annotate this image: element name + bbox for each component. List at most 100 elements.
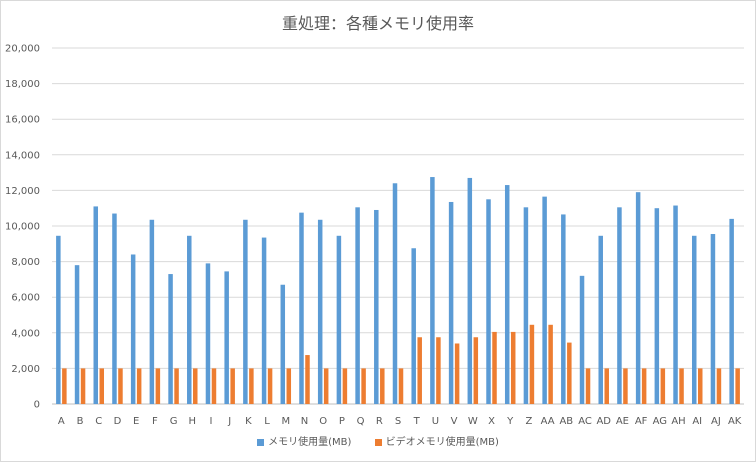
- bar-memory: [673, 205, 678, 404]
- bar-video-memory: [267, 368, 273, 404]
- bar-video-memory: [305, 355, 310, 404]
- x-tick-label: N: [301, 416, 308, 427]
- bar-memory: [411, 248, 416, 404]
- bar-memory: [317, 219, 323, 404]
- bar-memory: [205, 263, 211, 404]
- bar-memory: [168, 274, 173, 404]
- bar-video-memory: [735, 368, 740, 404]
- x-tick-label: AA: [541, 416, 555, 427]
- bar-memory: [355, 207, 360, 404]
- y-tick-label: 12,000: [5, 186, 40, 197]
- bar-memory: [374, 209, 379, 404]
- x-tick-label: U: [432, 416, 439, 427]
- bar-video-memory: [548, 324, 553, 404]
- bar-memory: [448, 201, 454, 404]
- y-tick-label: 18,000: [5, 79, 40, 90]
- y-tick-label: 4,000: [11, 328, 40, 339]
- bar-memory: [74, 265, 80, 404]
- bar-video-memory: [211, 368, 217, 404]
- bar-video-memory: [660, 368, 666, 404]
- bar-video-memory: [249, 368, 254, 404]
- bar-video-memory: [567, 342, 572, 404]
- x-tick-label: E: [133, 416, 139, 427]
- bar-memory: [187, 235, 192, 404]
- bar-video-memory: [380, 368, 385, 404]
- x-tick-label: J: [227, 416, 231, 427]
- y-tick-label: 2,000: [11, 364, 40, 375]
- x-tick-label: AC: [578, 416, 592, 427]
- x-tick-label: AB: [559, 416, 573, 427]
- x-tick-label: S: [395, 416, 401, 427]
- legend-swatch-video-memory: [374, 438, 382, 446]
- x-tick-label: X: [488, 416, 495, 427]
- x-tick-label: AH: [671, 416, 685, 427]
- x-tick-label: Z: [525, 416, 532, 427]
- bar-memory: [261, 237, 267, 404]
- x-tick-label: V: [451, 416, 458, 427]
- x-tick-label: AF: [635, 416, 648, 427]
- bar-memory: [486, 199, 491, 404]
- bar-video-memory: [118, 368, 123, 404]
- bar-memory: [598, 235, 603, 404]
- y-tick-label: 20,000: [5, 44, 40, 55]
- legend-swatch-memory: [257, 438, 265, 446]
- bar-memory: [542, 196, 547, 404]
- legend-label-memory: メモリ使用量(MB): [268, 437, 352, 448]
- bar-memory: [579, 275, 585, 404]
- bar-video-memory: [604, 368, 609, 404]
- x-tick-label: K: [245, 416, 252, 427]
- bar-video-memory: [230, 368, 235, 404]
- x-tick-label: G: [170, 416, 178, 427]
- bar-memory: [635, 192, 641, 404]
- bar-video-memory: [323, 368, 329, 404]
- bar-video-memory: [342, 368, 348, 404]
- x-tick-label: L: [264, 416, 270, 427]
- x-tick-label: M: [281, 416, 290, 427]
- y-tick-label: 10,000: [5, 222, 40, 233]
- bar-video-memory: [492, 331, 497, 404]
- bar-video-memory: [529, 324, 535, 404]
- bar-video-memory: [286, 368, 292, 404]
- bar-memory: [654, 208, 660, 404]
- bar-memory: [243, 219, 248, 404]
- x-tick-label: AD: [596, 416, 611, 427]
- bar-video-memory: [585, 368, 591, 404]
- x-tick-label: Q: [357, 416, 365, 427]
- bar-memory: [430, 177, 435, 404]
- y-tick-label: 0: [34, 400, 40, 411]
- bar-video-memory: [623, 368, 628, 404]
- bar-memory: [299, 212, 304, 404]
- x-tick-label: Y: [506, 416, 514, 427]
- bar-memory: [504, 185, 510, 404]
- x-tick-label: R: [376, 416, 383, 427]
- bar-memory: [561, 214, 566, 404]
- legend: メモリ使用量(MB) ビデオメモリ使用量(MB): [0, 433, 756, 448]
- x-tick-label: I: [209, 416, 212, 427]
- bar-memory: [149, 219, 155, 404]
- bar-memory: [691, 235, 697, 404]
- legend-item-video-memory: ビデオメモリ使用量(MB): [374, 433, 499, 448]
- x-tick-label: H: [189, 416, 197, 427]
- x-tick-label: F: [152, 416, 158, 427]
- x-tick-label: P: [339, 416, 345, 427]
- bar-memory: [224, 271, 229, 404]
- legend-item-memory: メモリ使用量(MB): [257, 433, 351, 448]
- bar-memory: [523, 207, 529, 404]
- bar-memory: [93, 206, 99, 404]
- bar-video-memory: [136, 368, 142, 404]
- bar-memory: [729, 218, 734, 404]
- bar-video-memory: [80, 368, 86, 404]
- x-tick-label: AE: [616, 416, 629, 427]
- bar-video-memory: [193, 368, 198, 404]
- y-tick-label: 14,000: [5, 150, 40, 161]
- bar-video-memory: [155, 368, 161, 404]
- bar-memory: [336, 235, 342, 404]
- bar-memory: [392, 183, 398, 404]
- y-tick-label: 6,000: [11, 293, 40, 304]
- x-tick-label: O: [319, 416, 327, 427]
- bar-memory: [617, 207, 622, 404]
- x-tick-label: D: [114, 416, 122, 427]
- y-tick-label: 16,000: [5, 115, 40, 126]
- bar-memory: [112, 213, 117, 404]
